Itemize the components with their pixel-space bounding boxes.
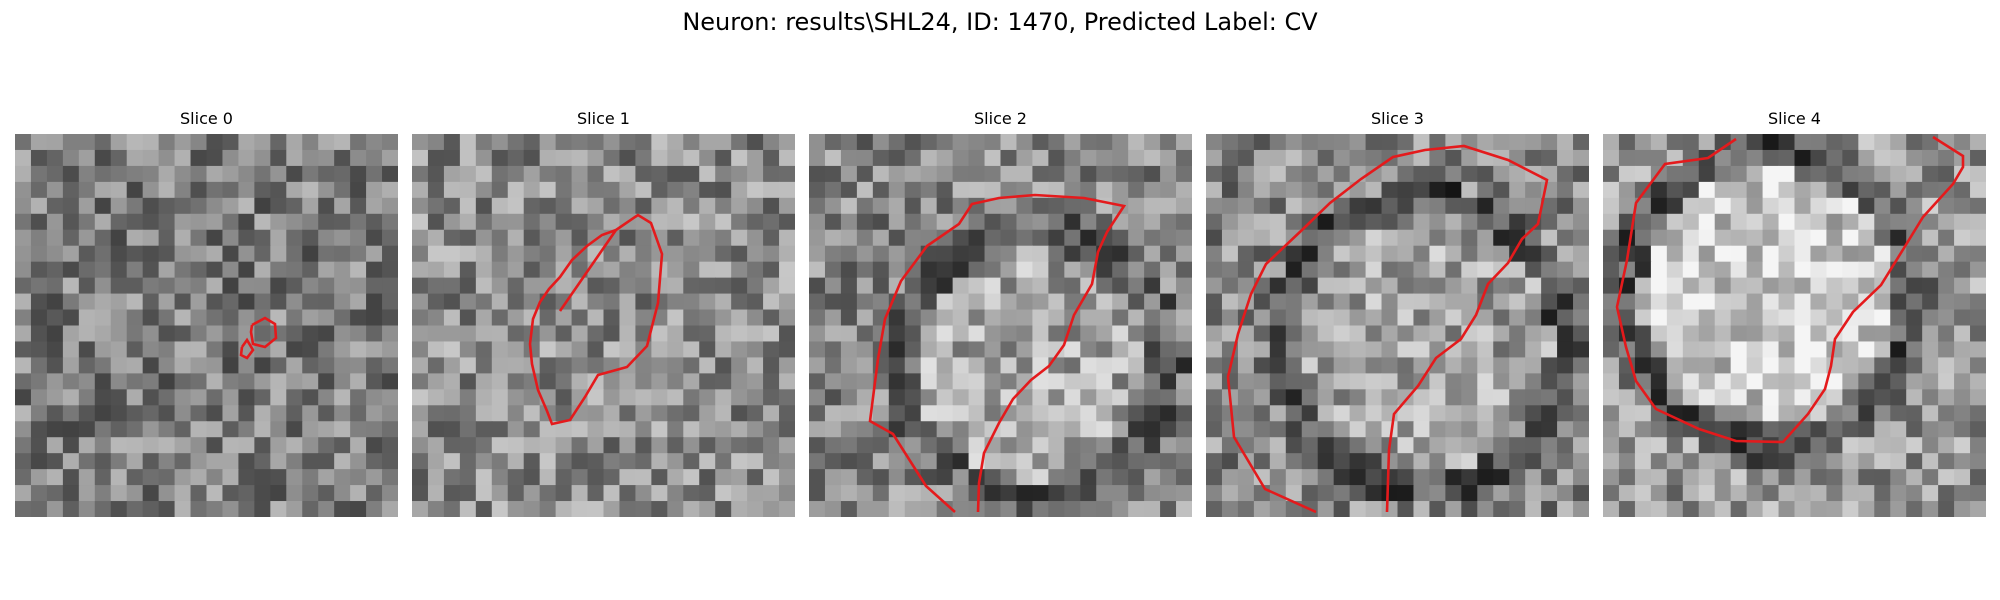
noise-pixels — [15, 134, 398, 517]
figure-title: Neuron: results\SHL24, ID: 1470, Predict… — [682, 8, 1318, 36]
contour-line — [239, 337, 255, 360]
panel-title: Slice 4 — [1768, 109, 1821, 128]
panel-slice-4: Slice 4 — [1603, 0, 1986, 520]
contour-line — [249, 316, 278, 349]
panel-slice-2: Slice 2 — [809, 0, 1192, 520]
panel-title: Slice 0 — [180, 109, 233, 128]
noise-pixels — [1206, 134, 1589, 517]
noise-pixels — [1603, 134, 1986, 517]
panel-slice-3: Slice 3 — [1206, 0, 1589, 520]
slice-image — [809, 134, 1192, 517]
panel-title: Slice 3 — [1371, 109, 1424, 128]
noise-pixels — [809, 134, 1192, 517]
contour-line — [1615, 135, 1965, 444]
contour-line — [528, 213, 664, 426]
slice-image — [15, 134, 398, 517]
slice-image — [412, 134, 795, 517]
contour-line — [1226, 144, 1549, 514]
slice-image — [1206, 134, 1589, 517]
panel-slice-0: Slice 0 — [15, 0, 398, 520]
panel-slice-1: Slice 1 — [412, 0, 795, 520]
noise-pixels — [412, 134, 795, 517]
contour-line — [868, 193, 1127, 513]
panel-title: Slice 2 — [974, 109, 1027, 128]
panel-title: Slice 1 — [577, 109, 630, 128]
slice-image — [1603, 134, 1986, 517]
